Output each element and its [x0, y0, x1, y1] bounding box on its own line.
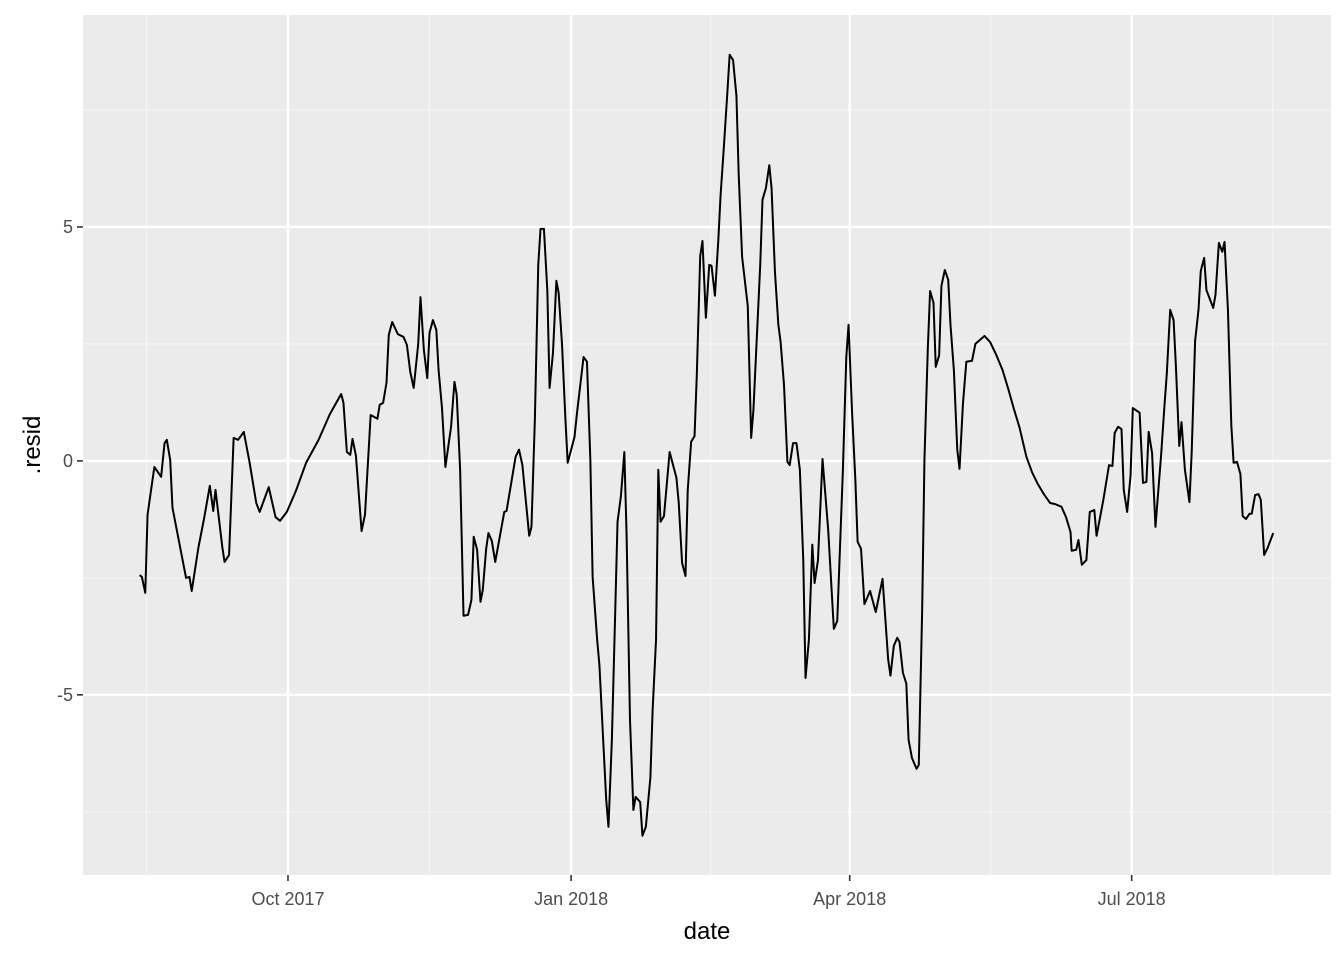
- panel-background: [83, 15, 1331, 875]
- x-tick-label: Jul 2018: [1098, 889, 1166, 909]
- x-tick-label: Jan 2018: [534, 889, 608, 909]
- marks: [138, 53, 1275, 837]
- y-axis-title: .resid: [19, 416, 46, 475]
- x-axis-title: date: [684, 918, 731, 945]
- x-tick-label: Oct 2017: [251, 889, 324, 909]
- data-line: [138, 53, 1275, 837]
- y-tick-label: -5: [57, 685, 73, 705]
- x-tick-label: Apr 2018: [813, 889, 886, 909]
- y-tick-label: 5: [63, 217, 73, 237]
- y-tick-label: 0: [63, 451, 73, 471]
- axes: Oct 2017 Jan 2018 Apr 2018 Jul 2018 -5 0 5: [57, 217, 1166, 909]
